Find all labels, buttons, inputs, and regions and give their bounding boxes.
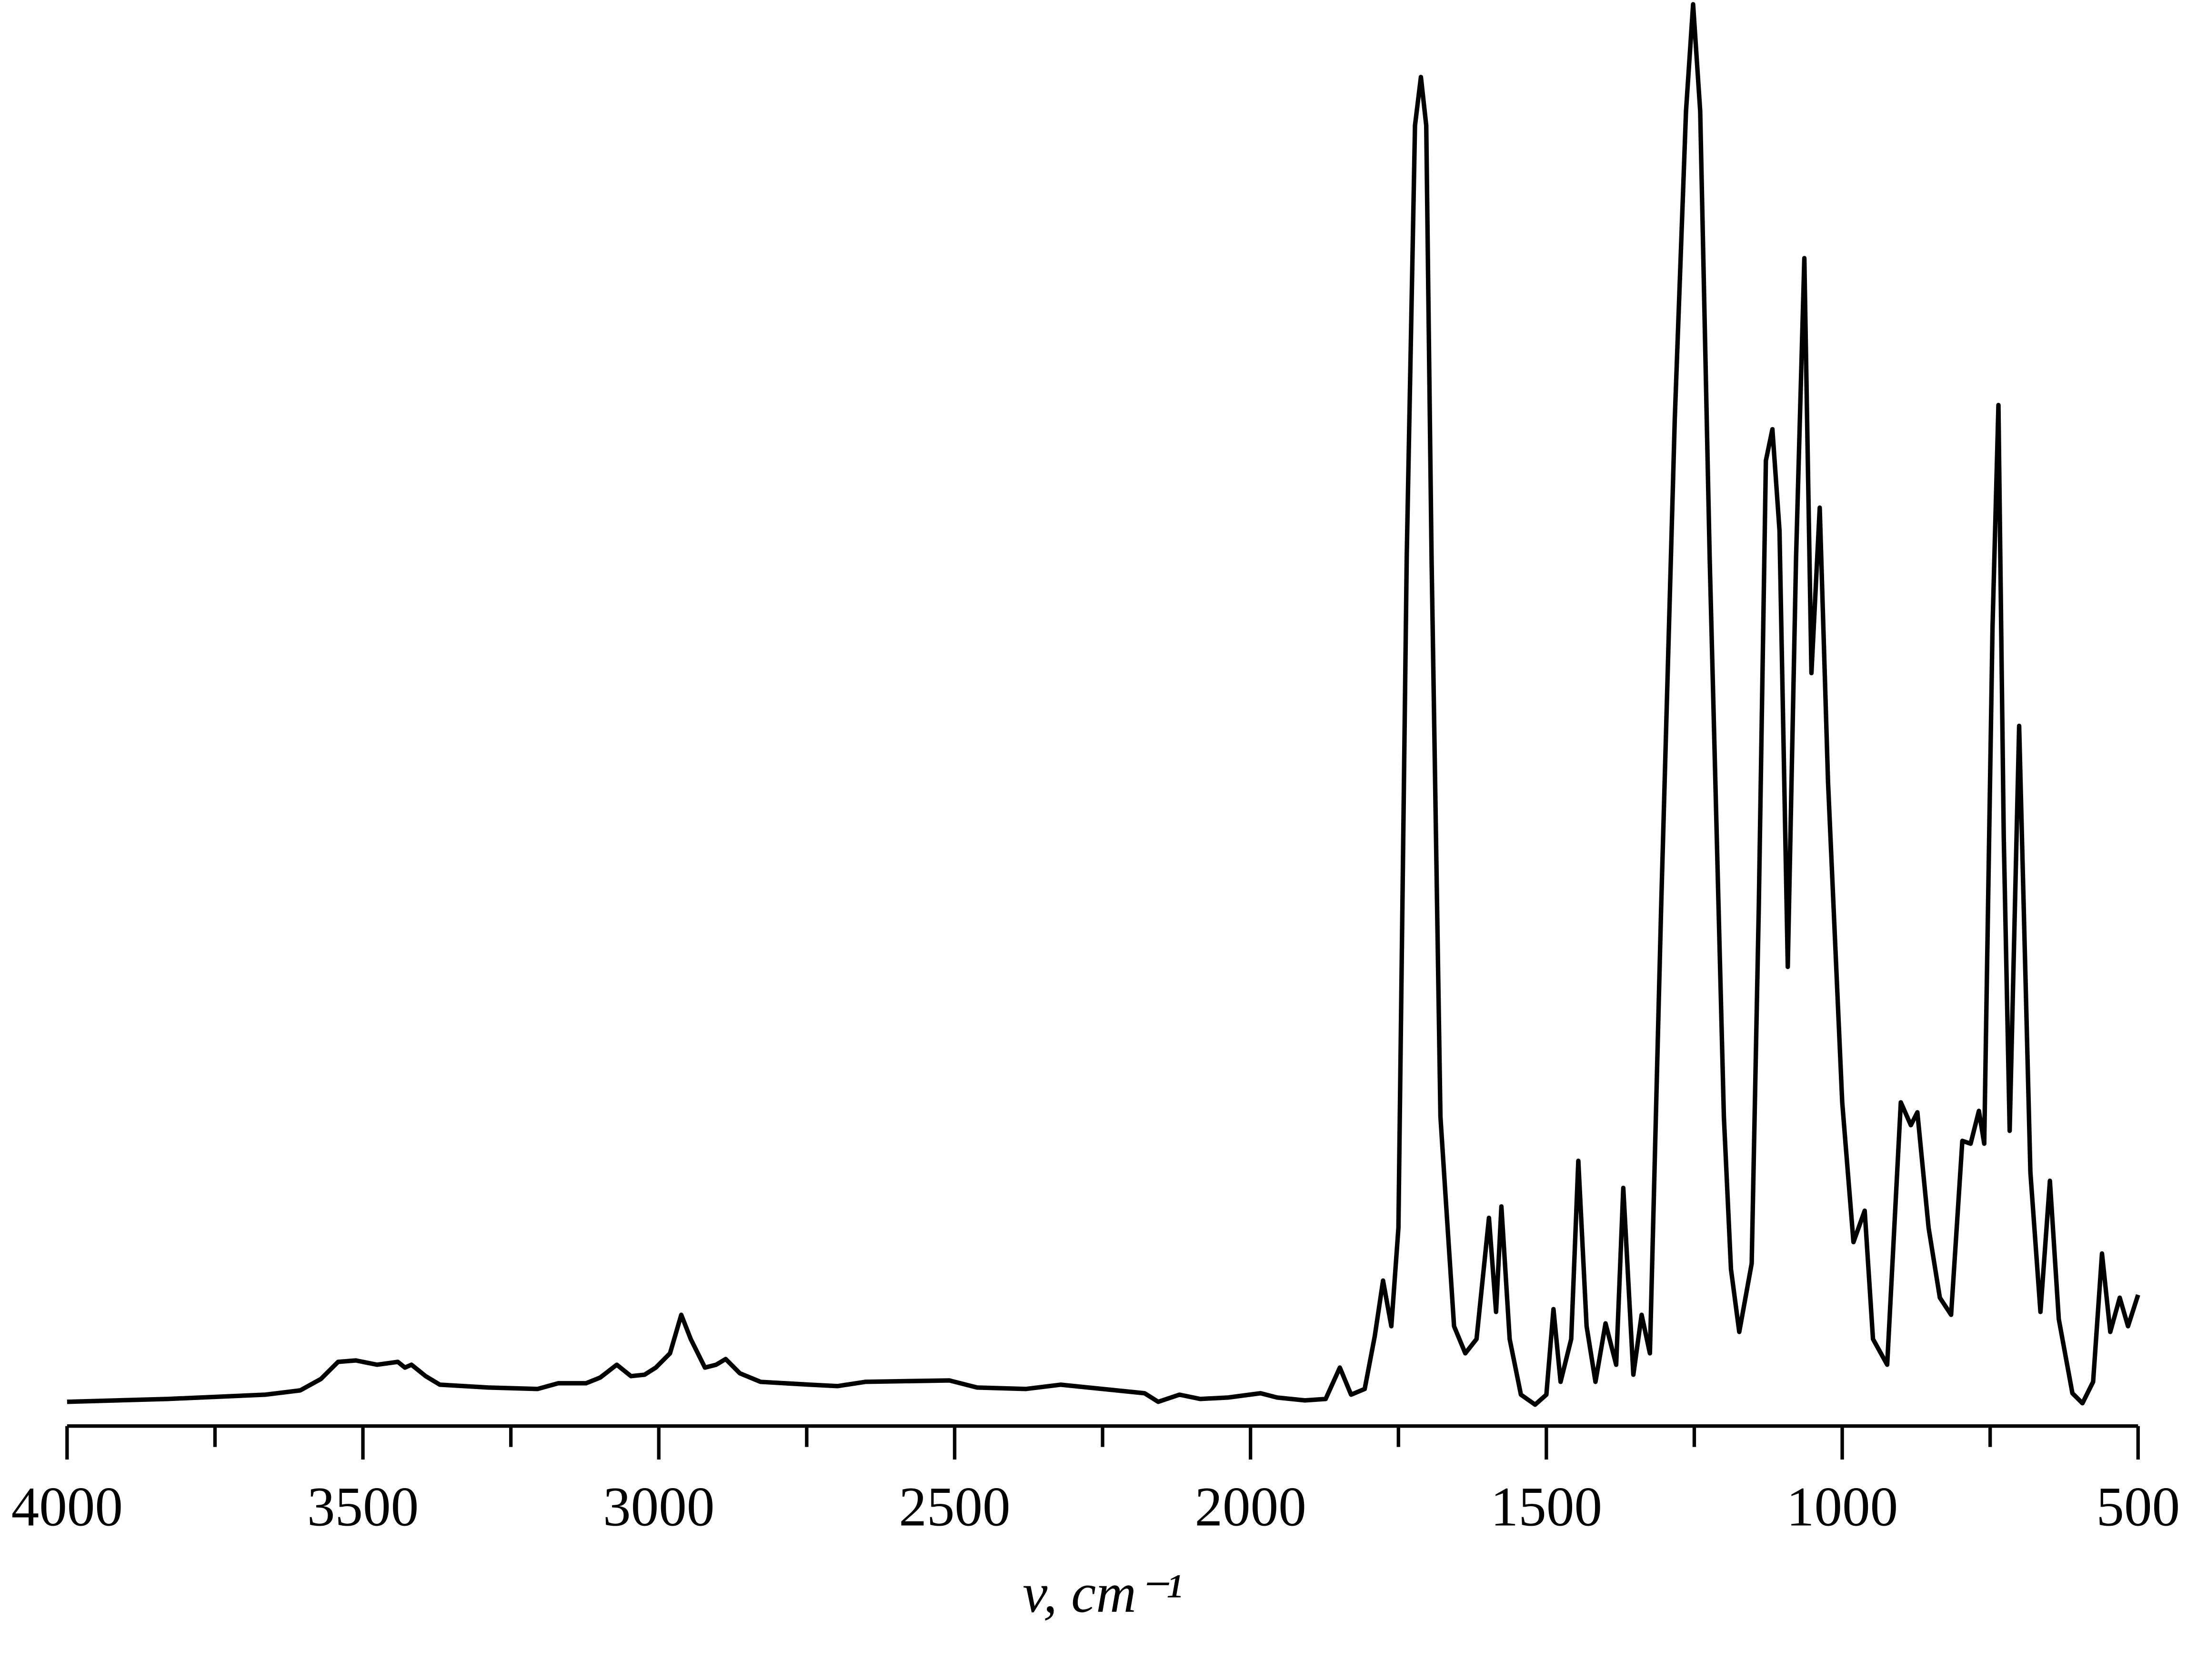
x-tick-label: 1000 (1786, 1476, 1898, 1538)
x-tick-label: 1500 (1491, 1476, 1602, 1538)
x-tick-label: 3000 (603, 1476, 714, 1538)
spectrum-line (67, 2, 2140, 1407)
x-axis-label: v, cm⁻¹ (1023, 1563, 1183, 1624)
x-tick-label: 2000 (1194, 1476, 1306, 1538)
x-tick-label: 4000 (11, 1476, 123, 1538)
x-tick-label: 3500 (307, 1476, 419, 1538)
x-tick-label: 500 (2096, 1476, 2180, 1538)
x-tick-label: 2500 (899, 1476, 1010, 1538)
